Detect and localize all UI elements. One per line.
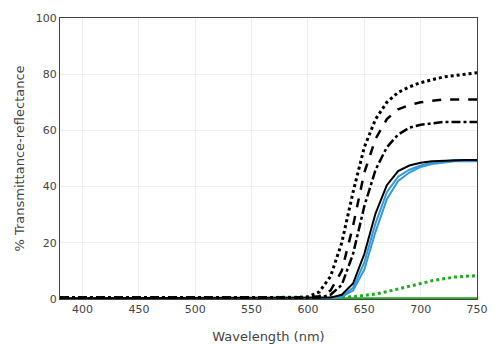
svg-text:Wavelength (nm): Wavelength (nm) xyxy=(212,329,324,344)
svg-text:40: 40 xyxy=(43,180,57,193)
svg-text:600: 600 xyxy=(297,303,318,316)
svg-text:80: 80 xyxy=(43,68,57,81)
svg-text:0: 0 xyxy=(50,293,57,306)
svg-text:400: 400 xyxy=(72,303,93,316)
svg-text:20: 20 xyxy=(43,237,57,250)
svg-text:% Transmittance-reflectance: % Transmittance-reflectance xyxy=(12,65,27,251)
svg-text:550: 550 xyxy=(241,303,262,316)
svg-text:650: 650 xyxy=(354,303,375,316)
svg-text:60: 60 xyxy=(43,124,57,137)
svg-text:450: 450 xyxy=(128,303,149,316)
svg-text:750: 750 xyxy=(467,303,488,316)
svg-text:700: 700 xyxy=(410,303,431,316)
svg-text:100: 100 xyxy=(36,12,57,25)
svg-text:500: 500 xyxy=(185,303,206,316)
